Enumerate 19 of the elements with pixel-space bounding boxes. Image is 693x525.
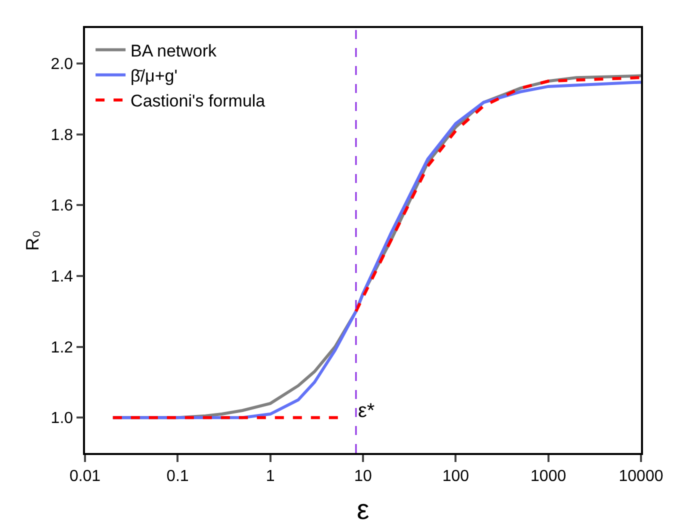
x-tick-label: 1 bbox=[266, 468, 275, 485]
x-axis-title: ε bbox=[356, 494, 370, 525]
y-tick-label: 1.6 bbox=[50, 198, 74, 215]
ref-line-label: ε* bbox=[358, 400, 375, 422]
legend-label: BA network bbox=[130, 41, 218, 60]
y-axis-title: R₀ bbox=[22, 230, 42, 251]
x-tick-label: 100 bbox=[442, 468, 470, 485]
y-tick-label: 1.0 bbox=[50, 410, 74, 428]
x-tick-label: 0.1 bbox=[166, 468, 189, 485]
x-tick-label: 10 bbox=[354, 468, 372, 485]
x-tick-label: 10000 bbox=[618, 468, 664, 485]
legend-label: Castioni's formula bbox=[130, 92, 266, 111]
legend-label: β̄/μ+g' bbox=[130, 66, 178, 86]
y-tick-label: 1.2 bbox=[50, 339, 74, 356]
y-tick-label: 1.8 bbox=[50, 126, 74, 144]
y-tick-label: 1.4 bbox=[50, 268, 74, 286]
y-tick-label: 2.0 bbox=[50, 56, 74, 74]
x-tick-label: 0.01 bbox=[69, 468, 101, 485]
x-tick-label: 1000 bbox=[530, 468, 566, 485]
